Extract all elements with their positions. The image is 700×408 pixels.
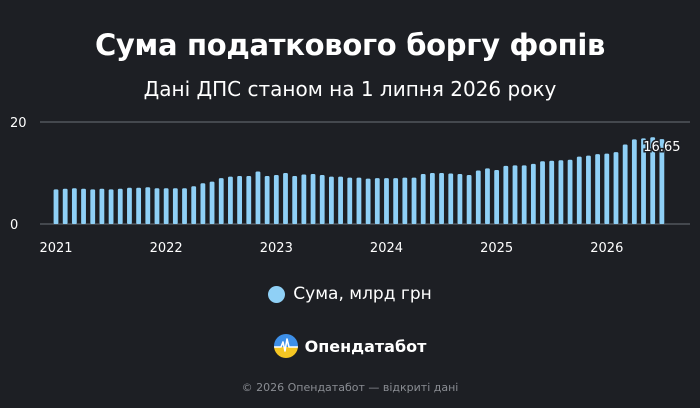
legend-label: Сума, млрд грн <box>293 284 432 304</box>
chart-title: Сума податкового боргу фопів <box>94 28 606 62</box>
bar <box>586 155 591 224</box>
bar <box>182 188 187 224</box>
brand-name: Опендатабот <box>304 336 427 356</box>
bar <box>475 170 481 224</box>
bar <box>127 187 132 224</box>
bar <box>90 189 96 224</box>
bar <box>172 188 178 224</box>
bar <box>154 188 160 224</box>
bar <box>200 183 206 224</box>
bar <box>319 175 325 224</box>
bar <box>411 177 417 224</box>
bar <box>228 176 233 224</box>
bar <box>402 177 408 224</box>
bar <box>650 137 656 224</box>
bar <box>145 187 151 224</box>
y-tick-label: 20 <box>10 116 27 131</box>
bar <box>117 188 123 224</box>
bar <box>384 178 389 224</box>
x-tick-label: 2021 <box>39 241 72 256</box>
bar <box>62 188 68 224</box>
bar <box>549 160 555 224</box>
bar <box>393 178 399 224</box>
legend-swatch <box>268 285 286 303</box>
bar <box>485 168 490 224</box>
bar <box>567 159 573 224</box>
bar <box>540 161 545 224</box>
bar <box>53 189 59 224</box>
bar <box>466 175 472 224</box>
bar <box>283 173 288 224</box>
bar <box>576 156 582 224</box>
bar <box>292 176 298 224</box>
bar <box>356 177 362 224</box>
bar <box>163 188 169 224</box>
bar <box>439 173 444 224</box>
bar <box>622 144 628 224</box>
bar <box>209 181 215 224</box>
bar <box>108 189 114 224</box>
bar <box>494 169 500 224</box>
bar <box>365 178 371 224</box>
x-tick-label: 2022 <box>150 241 183 256</box>
x-tick-label: 2024 <box>370 241 403 256</box>
bar <box>503 165 509 224</box>
footer-copyright: © 2026 Опендатабот — відкриті дані <box>241 381 459 394</box>
bar <box>613 152 619 224</box>
bar <box>631 139 637 224</box>
bar <box>595 154 601 224</box>
bar <box>191 186 197 224</box>
bar <box>521 165 527 224</box>
opendatabot-logo-icon <box>273 334 298 358</box>
y-tick-label: 0 <box>10 218 18 233</box>
bar <box>264 176 270 224</box>
bar <box>81 188 86 224</box>
bar <box>641 138 646 224</box>
bar <box>99 188 105 224</box>
bar <box>273 175 279 224</box>
bar <box>512 165 518 224</box>
bar <box>310 174 316 224</box>
bars <box>53 137 665 224</box>
bar-chart: 0 20 2021 2022 2023 2024 2025 2026 16.65 <box>10 116 690 256</box>
bar <box>301 174 307 224</box>
x-tick-label: 2026 <box>590 241 623 256</box>
bar <box>374 178 380 224</box>
bar <box>457 174 463 224</box>
bar <box>530 163 536 224</box>
chart-subtitle: Дані ДПС станом на 1 липня 2026 року <box>143 77 557 101</box>
data-label-last: 16.65 <box>643 140 680 155</box>
tick-labels: 0 20 2021 2022 2023 2024 2025 2026 16.65 <box>10 116 682 256</box>
bar <box>347 177 353 224</box>
x-tick-label: 2025 <box>480 241 513 256</box>
bar <box>338 176 343 224</box>
x-tick-label: 2023 <box>260 241 293 256</box>
bar <box>71 188 77 224</box>
bar <box>604 153 610 224</box>
legend: Сума, млрд грн <box>0 284 700 304</box>
bar <box>429 173 435 224</box>
bar <box>558 160 564 224</box>
bar <box>448 173 454 224</box>
bar <box>218 178 224 224</box>
bar <box>659 139 665 224</box>
bar <box>136 187 142 224</box>
bar <box>246 176 252 224</box>
brand: Опендатабот <box>0 334 700 358</box>
bar <box>329 176 334 224</box>
bar <box>237 176 242 224</box>
bar <box>255 171 261 224</box>
bar <box>420 174 426 224</box>
